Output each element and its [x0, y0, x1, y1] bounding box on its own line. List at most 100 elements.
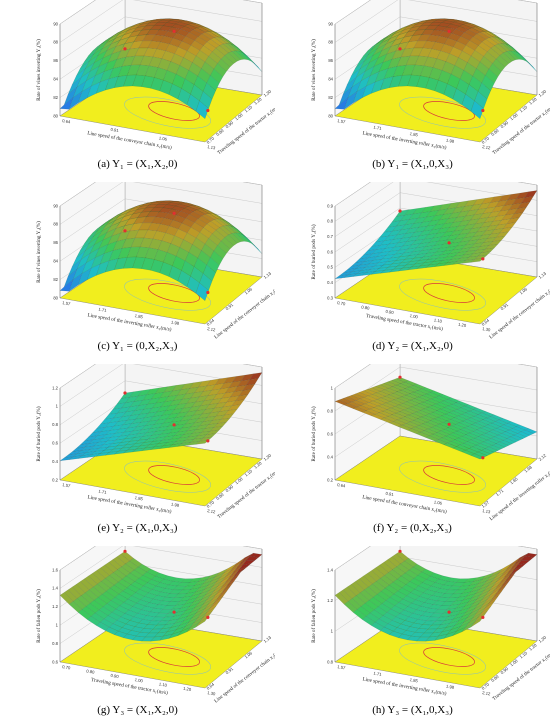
z-tick-label: 1.2 — [52, 385, 58, 390]
chart-panel-e: 0.2 0.4 0.6 0.8 1 1.2 1.57 1.71 1.85 1.98 2.12 0.70… — [0, 364, 275, 534]
design-point — [172, 610, 176, 614]
y-tick-label: 0.90 — [225, 120, 235, 129]
x-tick-label: 1.30 — [207, 690, 217, 696]
y-tick-label: 0.90 — [225, 484, 235, 493]
y-tick-label: 1.30 — [538, 634, 548, 643]
y-tick-label: 0.91 — [225, 666, 235, 675]
z-tick-label: 84 — [53, 259, 58, 264]
x-tick-label: 1.71 — [98, 307, 108, 313]
z-axis-title: Rate of vines inverting Y₁(%) — [35, 39, 42, 101]
chart-panel-f: 0.2 0.4 0.6 0.8 1 0.64 0.91 1.06 1.13 1.57 1.71 1.8… — [275, 364, 550, 534]
z-tick-label: 84 — [328, 77, 333, 82]
x-tick-label: 1.00 — [134, 677, 144, 683]
z-tick-label: 0.7 — [327, 234, 333, 239]
z-tick-label: 0.9 — [327, 203, 333, 208]
z-tick-label: 86 — [53, 58, 58, 63]
x-tick-label: 1.30 — [482, 326, 492, 332]
y-tick-label: 1.20 — [253, 460, 263, 469]
y-tick-label: 1.00 — [234, 476, 244, 485]
panel-caption: (e) Y₂ = (X₁,0,X₃) — [97, 522, 178, 534]
design-point — [172, 29, 176, 33]
chart-panel-d: 0.3 0.4 0.5 0.6 0.7 0.8 0.9 0.70 0.80 0.90 1.00 1.1… — [275, 182, 550, 352]
design-point — [447, 29, 451, 33]
y-tick-label: 0.80 — [490, 674, 500, 683]
x-tick-label: 1.98 — [446, 684, 456, 690]
y-tick-label: 1.10 — [519, 650, 529, 659]
x-tick-label: 1.85 — [409, 131, 419, 137]
y-tick-label: 1.00 — [509, 112, 519, 121]
x-tick-label: 1.98 — [171, 502, 181, 508]
chart-panel-g: 0.6 0.8 1 1.2 1.4 1.6 0.70 0.80 0.90 1.00 1.10 1.20… — [0, 546, 275, 716]
panel-caption: (d) Y₂ = (X₁,X₂,0) — [372, 340, 453, 352]
y-tick-label: 0.70 — [481, 681, 491, 690]
design-point — [398, 549, 402, 553]
y-tick-label: 1.57 — [481, 499, 491, 508]
z-tick-label: 86 — [53, 240, 58, 245]
z-tick-label: 0.8 — [327, 219, 333, 224]
y-tick-label: 1.20 — [528, 642, 538, 651]
y-tick-label: 1.06 — [244, 286, 254, 295]
x-tick-label: 2.12 — [482, 144, 492, 150]
z-axis-title: Rate of vines inverting Y₁(%) — [310, 39, 317, 101]
z-tick-label: 0.4 — [327, 280, 333, 285]
z-tick-label: 82 — [328, 95, 333, 100]
x-tick-label: 0.70 — [337, 300, 347, 306]
z-tick-label: 0.8 — [327, 408, 333, 413]
design-point — [206, 290, 210, 295]
x-tick-label: 0.80 — [86, 668, 96, 674]
z-axis-title: Rate of vines inverting Y₁(%) — [35, 221, 42, 283]
z-tick-label: 0.6 — [327, 431, 333, 436]
y-tick-label: 0.64 — [481, 317, 491, 326]
x-tick-label: 1.06 — [158, 135, 168, 141]
y-tick-label: 1.13 — [263, 634, 273, 643]
y-tick-label: 0.91 — [225, 302, 235, 311]
z-tick-label: 1 — [56, 404, 59, 409]
y-tick-label: 1.10 — [244, 468, 254, 477]
y-tick-label: 1.00 — [509, 658, 519, 667]
x-tick-label: 1.85 — [134, 313, 144, 319]
z-tick-label: 1.4 — [327, 567, 333, 572]
x-tick-label: 1.98 — [446, 138, 456, 144]
surface-plot-d: 0.3 0.4 0.5 0.6 0.7 0.8 0.9 0.70 0.80 0.90 1.00 1.1… — [310, 182, 550, 340]
chart-panel-h: 0.8 1 1.2 1.4 1.57 1.71 1.85 1.98 2.12 0.70 0.80 0.… — [275, 546, 550, 716]
design-point — [172, 211, 176, 215]
x-tick-label: 1.13 — [207, 144, 217, 150]
y-tick-label: 0.70 — [206, 135, 216, 144]
design-point — [481, 615, 485, 619]
y-tick-label: 1.85 — [509, 476, 519, 485]
chart-panel-c: 80 82 84 86 88 90 1.57 1.71 1.85 1.98 2.12 0.64 0.91… — [0, 182, 275, 352]
z-tick-label: 86 — [328, 58, 333, 63]
surface-plot-f: 0.2 0.4 0.6 0.8 1 0.64 0.91 1.06 1.131.57 1.71 1.8… — [310, 364, 550, 522]
z-tick-label: 80 — [53, 113, 58, 118]
z-tick-label: 1 — [331, 385, 334, 390]
y-tick-label: 1.10 — [244, 104, 254, 113]
surface-mesh — [59, 18, 263, 120]
z-tick-label: 88 — [53, 40, 58, 45]
design-point — [447, 422, 451, 426]
z-axis-title: Rate of buried pods Y₂(%) — [35, 406, 42, 461]
design-point — [123, 391, 127, 395]
y-tick-label: 0.90 — [500, 666, 510, 675]
z-axis-title: Rate of buried pods Y₂(%) — [310, 406, 317, 461]
y-tick-label: 1.06 — [519, 286, 529, 295]
panel-caption: (f) Y₂ = (0,X₂,X₃) — [373, 522, 452, 534]
x-tick-label: 0.64 — [62, 118, 72, 124]
y-tick-label: 0.80 — [215, 492, 225, 501]
surface-plot-a: 80 82 84 86 88 90 0.64 0.91 1.06 1.130.700.800.90… — [35, 0, 275, 156]
panel-caption: (c) Y₁ = (0,X₂,X₃) — [97, 340, 178, 352]
y-tick-label: 0.80 — [215, 128, 225, 137]
x-tick-label: 0.90 — [110, 673, 120, 679]
design-point — [398, 375, 402, 379]
x-tick-label: 1.71 — [373, 125, 383, 131]
chart-panel-a: 80 82 84 86 88 90 0.64 0.91 1.06 1.13 0.70 0.80 0.90… — [0, 0, 275, 170]
panel-caption: (g) Y₃ = (X₁,X₂,0) — [97, 704, 178, 716]
z-tick-label: 1.6 — [52, 567, 58, 572]
y-tick-label: 1.13 — [538, 270, 548, 279]
surface-mesh — [59, 551, 263, 642]
y-tick-label: 0.70 — [481, 135, 491, 144]
y-tick-label: 0.90 — [500, 120, 510, 129]
x-tick-label: 0.90 — [385, 309, 395, 315]
x-tick-label: 1.71 — [373, 671, 383, 677]
y-tick-label: 1.06 — [244, 650, 254, 659]
